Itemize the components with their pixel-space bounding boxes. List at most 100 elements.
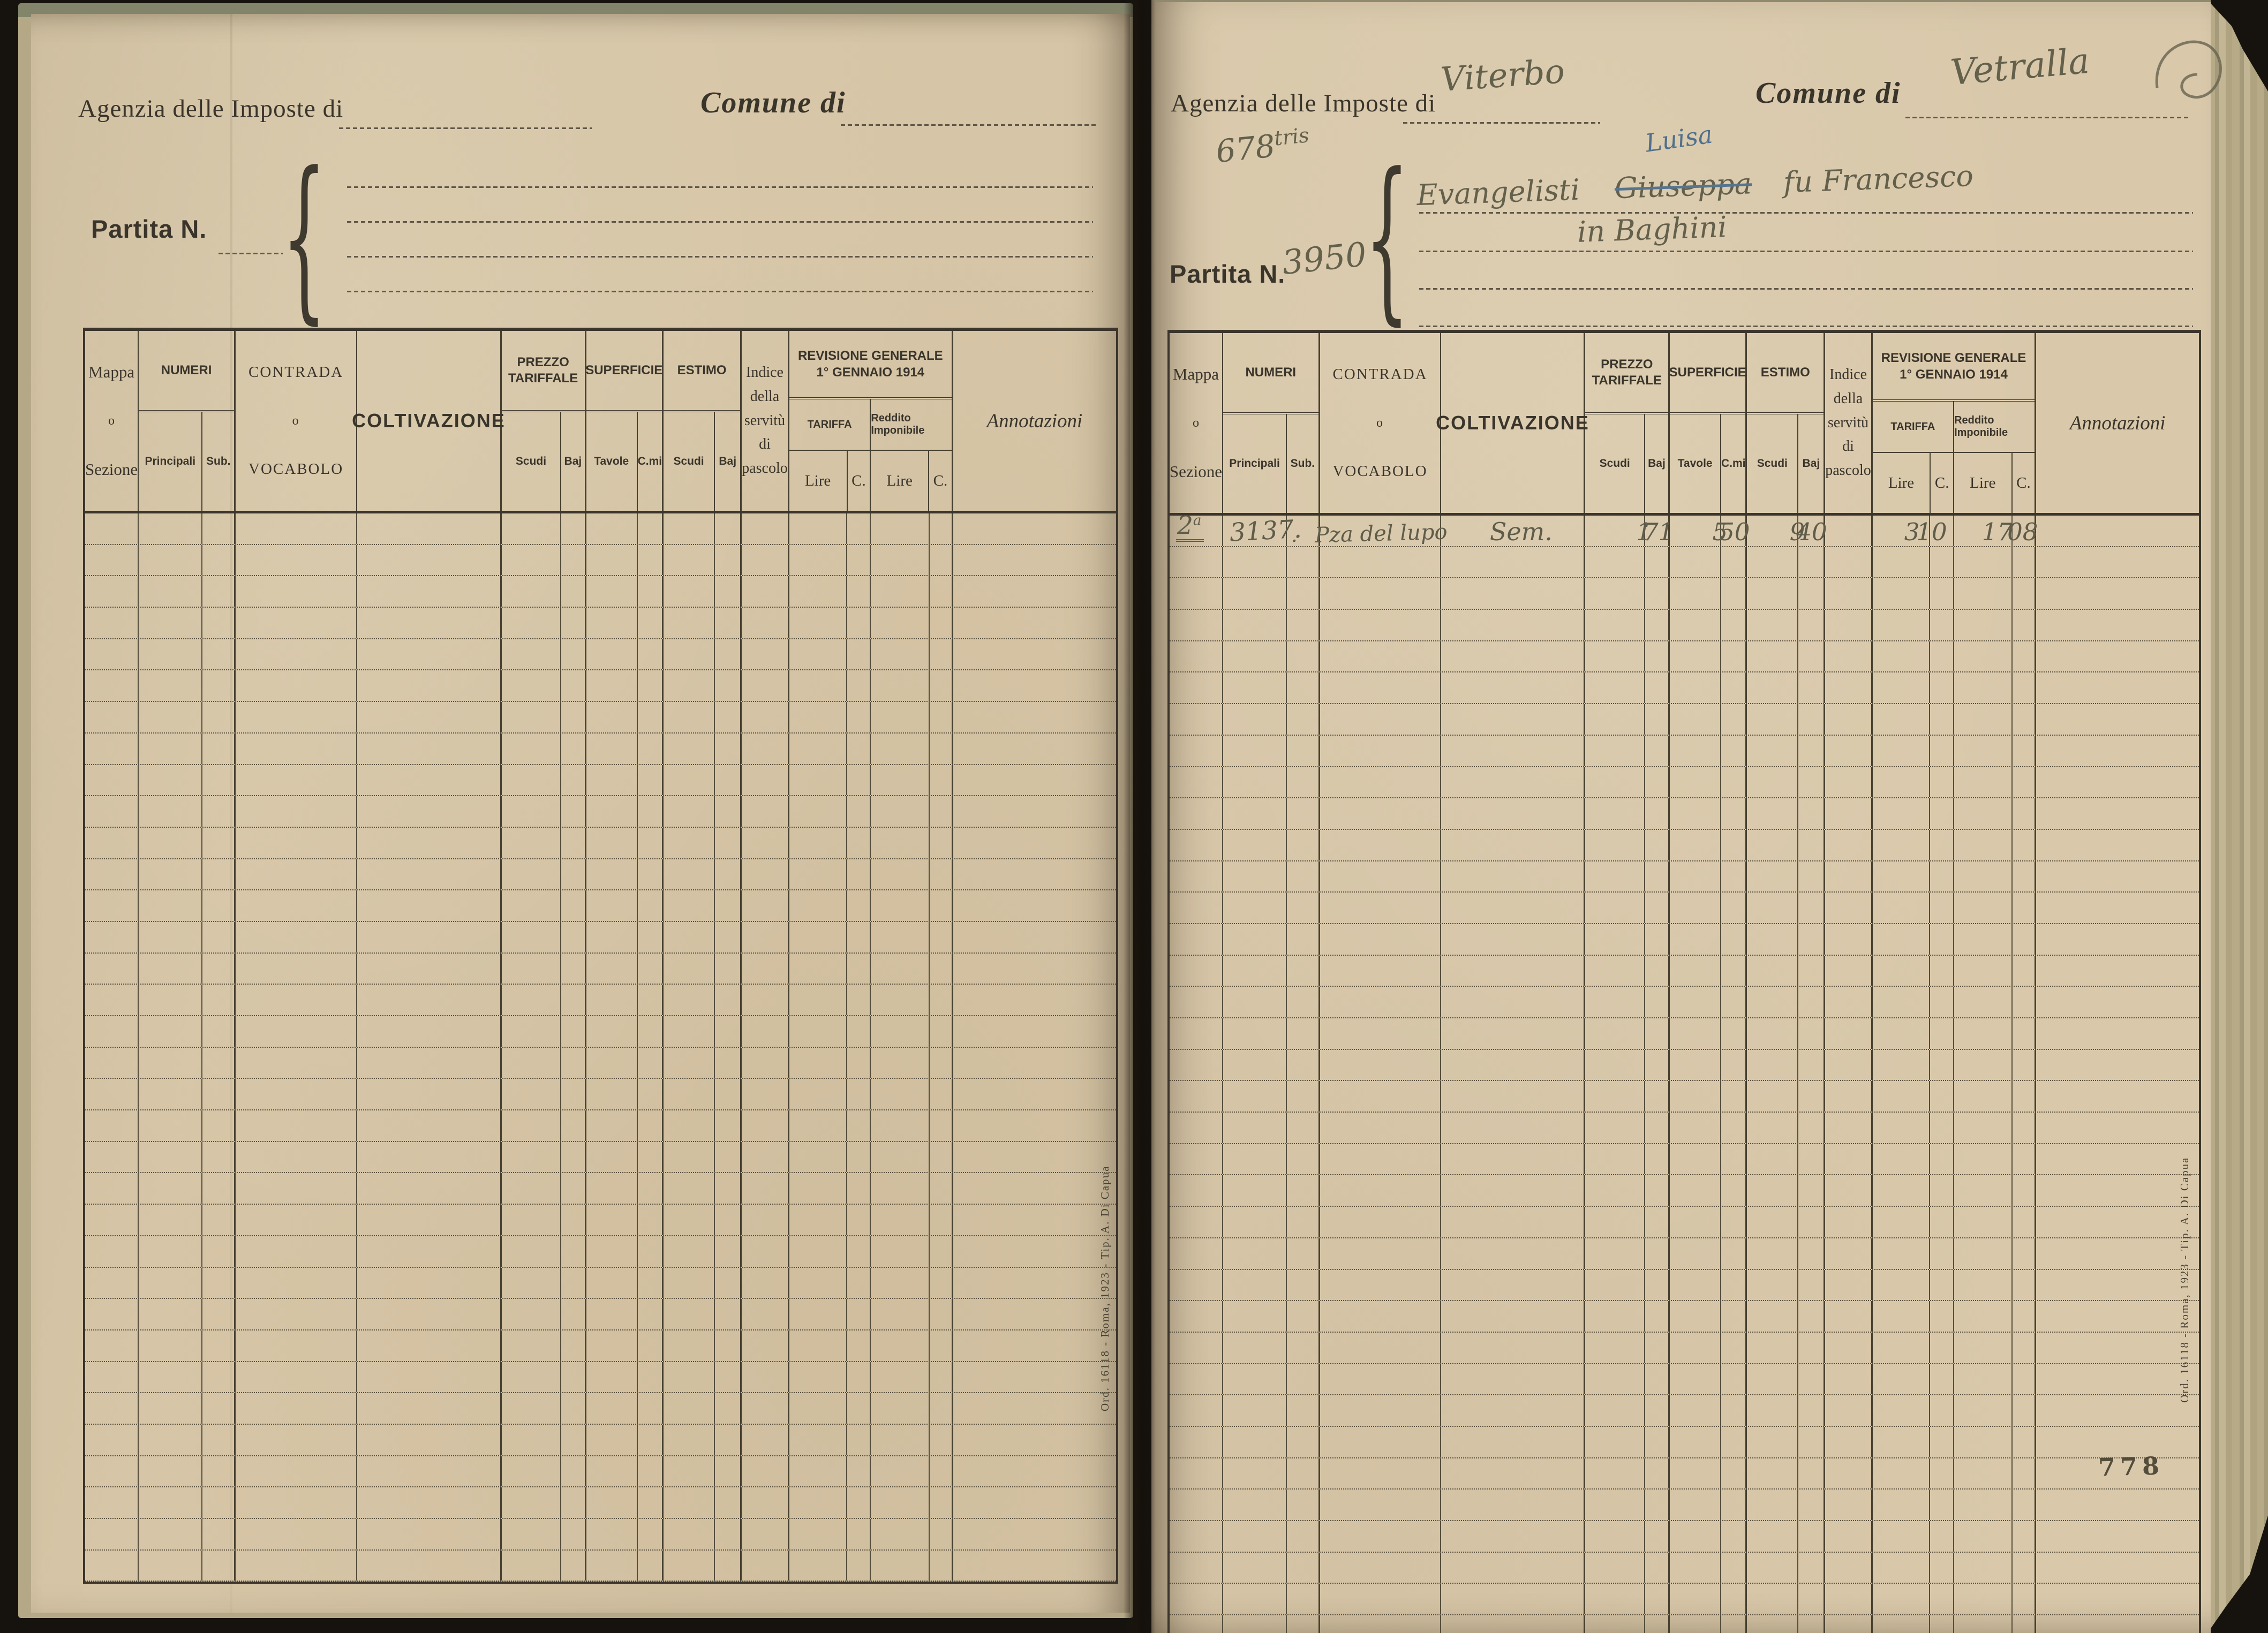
cell-mappa <box>1170 767 1223 798</box>
cell-sub <box>1287 861 1320 892</box>
table-row <box>1170 1238 2199 1270</box>
cell-superficie-tavole <box>1670 1269 1722 1301</box>
cell-tariffa-c: 10 <box>1916 516 1954 546</box>
cell-tariffa-c <box>1930 1521 1954 1552</box>
cell-reddito-c <box>930 513 953 544</box>
cell-coltivazione <box>357 1205 502 1235</box>
cell-prezzo-scudi <box>502 670 562 701</box>
cell-estimo-baj <box>715 1393 742 1424</box>
cell-reddito-lire <box>1954 704 2013 735</box>
cell-tariffa-c <box>1930 924 1954 955</box>
cell-estimo-scudi <box>1747 798 1799 829</box>
table-row <box>1170 1018 2199 1050</box>
cell-contrada <box>236 513 358 544</box>
page-number-stamp: 778 <box>2098 1451 2165 1482</box>
cell-reddito-lire <box>871 1487 930 1518</box>
cell-estimo-scudi <box>664 1362 715 1393</box>
cell-contrada <box>1320 1113 1442 1143</box>
col-header-reddito-imponibile: Reddito Imponibile <box>870 399 952 450</box>
cell-prezzo-baj <box>1645 672 1670 704</box>
cell-indice-pascolo <box>742 796 789 827</box>
cell-estimo-scudi <box>664 1016 715 1047</box>
handwritten-value: Sem. <box>1489 517 1553 547</box>
cell-annotazioni <box>953 828 1116 858</box>
cell-superficie-tavole <box>586 733 638 764</box>
cell-tariffa-lire <box>1873 861 1931 892</box>
cell-prezzo-baj <box>1645 735 1670 766</box>
cell-sub <box>1287 1584 1320 1615</box>
cell-prezzo-scudi <box>1585 1238 1645 1269</box>
table-row <box>85 733 1116 765</box>
cell-prezzo-scudi <box>1585 1049 1645 1080</box>
cell-prezzo-scudi <box>1585 704 1645 735</box>
cell-tariffa-lire <box>789 1299 847 1329</box>
cell-principali <box>1223 1426 1287 1457</box>
cell-estimo-scudi <box>664 1267 715 1298</box>
cell-superficie-tavole <box>1670 1175 1722 1206</box>
table-row <box>85 1205 1116 1236</box>
cell-tariffa-c <box>1930 767 1954 798</box>
cell-principali <box>1223 1144 1287 1175</box>
cell-mappa <box>85 639 139 670</box>
cell-coltivazione <box>1441 1113 1586 1143</box>
cell-estimo-baj <box>1798 1584 1826 1615</box>
cell-reddito-lire <box>871 702 930 732</box>
cell-estimo-scudi <box>1747 1552 1799 1583</box>
cell-tariffa-lire <box>789 1173 847 1204</box>
cell-mappa <box>1170 1081 1223 1112</box>
cell-annotazioni <box>953 1079 1116 1109</box>
cell-reddito-c <box>2013 1615 2037 1633</box>
cell-sub <box>1287 1552 1320 1583</box>
handwritten-value: 17 <box>1981 518 2013 547</box>
cell-contrada <box>236 1487 358 1518</box>
cell-indice-pascolo <box>1825 1269 1873 1301</box>
cell-prezzo-baj <box>561 796 586 827</box>
cell-principali <box>1223 1175 1287 1206</box>
cell-mappa <box>1170 1490 1223 1520</box>
cell-estimo-baj <box>1798 924 1826 955</box>
cell-superficie-tavole <box>1670 1364 1722 1395</box>
cell-estimo-scudi <box>664 670 715 701</box>
cell-reddito-c <box>930 1110 953 1141</box>
cell-coltivazione <box>357 1016 502 1047</box>
cell-superficie-tavole <box>586 1079 638 1110</box>
cell-indice-pascolo <box>742 1236 789 1267</box>
cell-tariffa-c <box>1930 1552 1954 1583</box>
cell-coltivazione <box>357 827 502 858</box>
cell-annotazioni <box>2036 924 2199 955</box>
col-header-sub: Sub. <box>201 412 234 511</box>
cell-coltivazione <box>357 545 502 576</box>
cell-indice-pascolo <box>742 1393 789 1424</box>
partita-label: Partita N. <box>91 215 207 243</box>
table-row <box>85 953 1116 985</box>
cell-superficie-tavole <box>586 1110 638 1141</box>
cell-reddito-lire <box>871 608 930 638</box>
agenzia-fill-line <box>1403 122 1600 124</box>
cell-contrada <box>1320 1144 1442 1175</box>
cell-sub <box>202 1047 236 1078</box>
cell-prezzo-scudi <box>1585 1332 1645 1363</box>
cell-indice-pascolo <box>742 765 789 796</box>
col-header-tariffa: TARIFFA <box>789 399 870 450</box>
cell-superficie-cmi <box>1721 1395 1747 1426</box>
cell-tariffa-lire <box>789 702 847 732</box>
cell-mappa <box>1170 1426 1223 1457</box>
cell-prezzo-baj <box>1645 767 1670 798</box>
cell-reddito-lire <box>1954 1521 2013 1552</box>
cell-estimo-scudi <box>1747 1144 1799 1175</box>
cell-estimo-baj <box>1798 610 1826 640</box>
table-row <box>1170 1144 2199 1176</box>
cell-superficie-tavole <box>586 765 638 796</box>
cell-coltivazione <box>357 1487 502 1518</box>
cell-indice-pascolo <box>742 1016 789 1047</box>
cell-coltivazione <box>1441 1521 1586 1552</box>
cell-reddito-c <box>2013 861 2037 892</box>
col-header-text: C. <box>933 472 948 489</box>
cell-mappa <box>1170 735 1223 766</box>
cell-mappa <box>85 1299 139 1329</box>
cell-mappa <box>1170 641 1223 672</box>
cell-estimo-scudi <box>664 545 715 576</box>
cell-superficie-cmi <box>1721 987 1747 1017</box>
table-row <box>1170 1364 2199 1396</box>
printer-imprint: Ord. 16118 - Roma, 1923 - Tip. A. Di Cap… <box>1098 1165 1111 1411</box>
